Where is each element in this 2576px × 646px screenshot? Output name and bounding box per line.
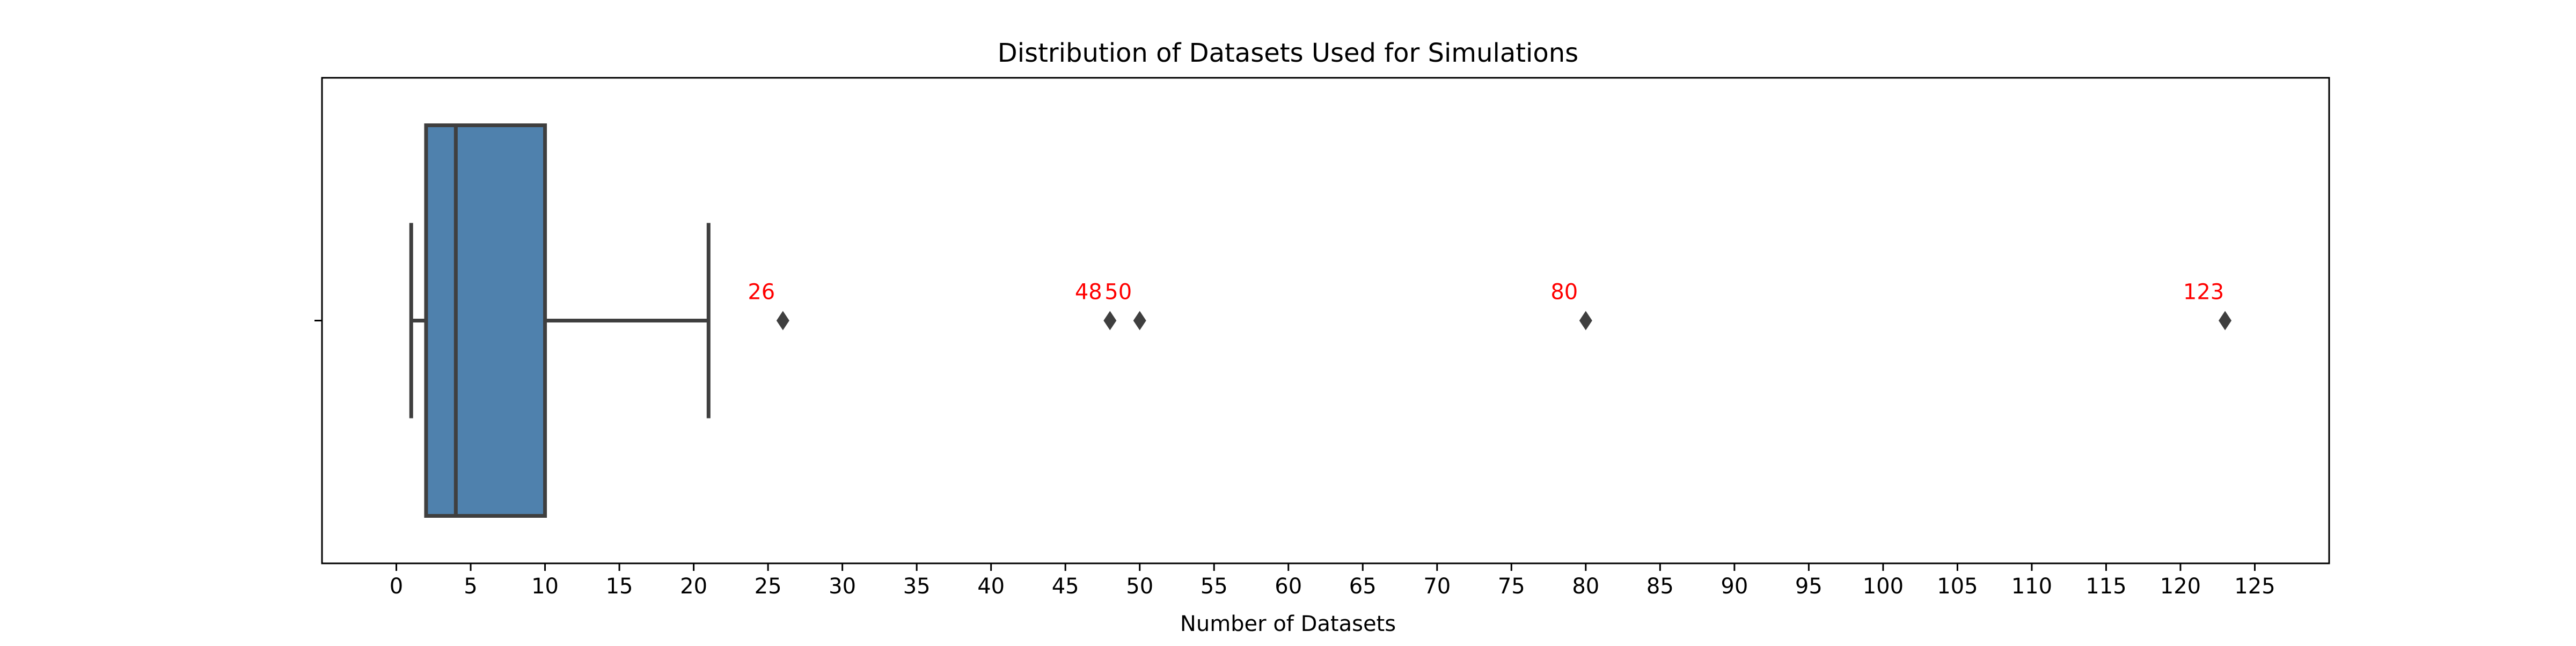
outlier-point [1579,311,1592,331]
outlier-label: 26 [748,280,775,305]
outlier-label: 50 [1104,280,1132,305]
x-tick-label: 60 [1275,574,1302,599]
x-tick-label: 110 [2011,574,2052,599]
x-tick-label: 115 [2085,574,2126,599]
outlier-label: 123 [2183,280,2224,305]
x-tick-label: 35 [903,574,931,599]
x-tick-label: 30 [829,574,856,599]
x-tick-label: 70 [1423,574,1451,599]
iqr-box [424,123,547,518]
x-tick-label: 5 [464,574,477,599]
x-axis-label: Number of Datasets [1180,612,1396,636]
x-tick-label: 85 [1646,574,1674,599]
x-tick-label: 20 [680,574,707,599]
x-tick-label: 75 [1498,574,1525,599]
outlier-label: 48 [1075,280,1102,305]
x-tick-label: 65 [1349,574,1377,599]
x-tick-label: 105 [1937,574,1978,599]
x-tick-label: 125 [2234,574,2275,599]
x-tick-label: 90 [1721,574,1748,599]
x-tick-label: 0 [390,574,403,599]
outlier-point [2219,311,2232,331]
x-tick-label: 25 [755,574,782,599]
x-tick-label: 80 [1572,574,1599,599]
outlier-point [776,311,789,331]
plot-area: 0 5 10 15 20 25 30 35 40 45 50 55 60 65 70 75 80 85 90 95 10… [314,77,2330,599]
x-tick-label: 55 [1201,574,1228,599]
x-tick-label: 50 [1126,574,1153,599]
x-tick-label: 120 [2160,574,2201,599]
x-tick-label: 15 [606,574,633,599]
outlier-label: 80 [1550,280,1578,305]
x-tick-label: 40 [977,574,1005,599]
outlier-point [1133,311,1146,331]
x-tick-label: 100 [1863,574,1904,599]
x-tick-label: 10 [531,574,559,599]
chart-title: Distribution of Datasets Used for Simula… [998,38,1578,68]
outlier-point [1103,311,1117,331]
x-tick-label: 45 [1052,574,1079,599]
x-tick-label: 95 [1795,574,1823,599]
